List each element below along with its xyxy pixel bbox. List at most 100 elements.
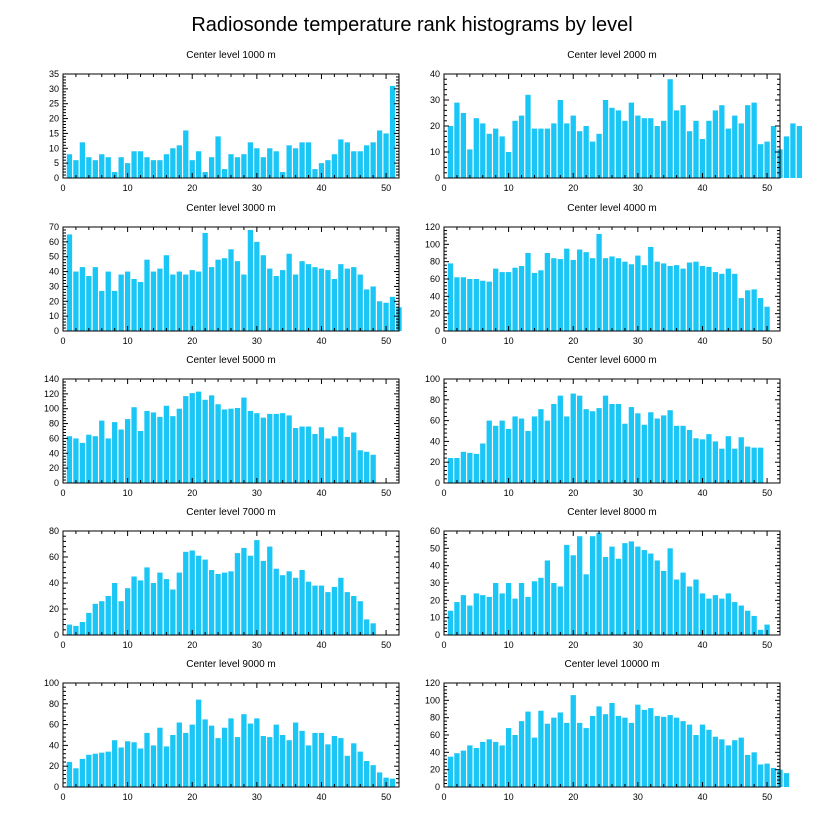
bar	[299, 730, 305, 787]
panel-1: Center level 1000 m 0 5 10 15 20 25 30 35 0 10 20 30…	[49, 50, 400, 193]
y-tick-label: 40	[430, 561, 440, 571]
bar	[163, 405, 170, 483]
bar	[538, 577, 544, 635]
bar	[202, 719, 208, 787]
bar	[189, 724, 195, 787]
bar	[538, 128, 544, 178]
y-tick-label: 60	[49, 237, 59, 247]
bar	[738, 123, 744, 178]
y-tick-label: 100	[44, 678, 59, 688]
bar	[305, 426, 312, 483]
bar	[325, 270, 331, 331]
bar	[667, 715, 673, 787]
bar	[493, 425, 499, 483]
x-tick-label: 50	[381, 336, 391, 346]
bar	[86, 612, 92, 635]
bar	[170, 589, 176, 635]
bar	[783, 773, 790, 787]
bar	[583, 126, 589, 178]
bar	[189, 160, 195, 178]
bar	[312, 585, 318, 635]
y-tick-label: 50	[49, 252, 59, 262]
bar	[596, 133, 602, 178]
bar	[577, 249, 583, 331]
bar	[596, 532, 602, 635]
bar	[344, 436, 350, 483]
bar	[564, 544, 570, 635]
bar	[92, 436, 98, 483]
bar	[267, 148, 273, 178]
bar	[280, 270, 286, 331]
y-tick-label: 50	[430, 543, 440, 553]
bar	[654, 715, 660, 787]
bar	[751, 615, 757, 635]
bar	[157, 268, 163, 331]
bar	[531, 737, 538, 787]
bar	[247, 142, 254, 178]
bar	[544, 420, 551, 483]
panel-title: Center level 2000 m	[567, 50, 657, 61]
bar	[473, 748, 479, 787]
bar	[221, 572, 228, 635]
x-tick-label: 20	[187, 183, 197, 193]
bar	[99, 154, 105, 178]
bar	[564, 722, 570, 787]
bar	[124, 419, 131, 483]
bar	[112, 740, 118, 787]
bar	[589, 258, 596, 331]
bar	[577, 536, 583, 635]
bar	[331, 586, 338, 635]
y-tick-label: 20	[430, 309, 440, 319]
bar	[693, 438, 699, 483]
bar	[693, 579, 699, 635]
x-tick-label: 30	[252, 336, 262, 346]
y-tick-label: 0	[435, 478, 440, 488]
bar	[370, 454, 376, 483]
bar	[292, 428, 299, 483]
bar	[202, 232, 208, 331]
bar	[570, 695, 576, 787]
bar	[447, 458, 454, 483]
x-tick-label: 50	[381, 183, 391, 193]
bar	[589, 536, 596, 635]
bar	[654, 418, 660, 483]
bar	[518, 266, 525, 331]
x-tick-label: 20	[187, 792, 197, 802]
bar	[105, 596, 111, 635]
bar	[609, 546, 615, 635]
panel-7: Center level 7000 m 0 20 40 60 80 0 10 20 30 40 50	[49, 507, 400, 650]
bar	[732, 115, 738, 178]
x-tick-label: 30	[252, 792, 262, 802]
bar	[531, 416, 538, 483]
bar	[589, 411, 596, 483]
y-tick-label: 30	[49, 84, 59, 94]
bar	[596, 233, 602, 331]
bar	[615, 403, 622, 483]
bar	[144, 410, 150, 483]
bar	[228, 154, 234, 178]
bar	[99, 752, 105, 787]
bar	[525, 431, 531, 483]
panel-8: Center level 8000 m 0 10 20 30 40 50 60 0 10 20 30 4…	[430, 507, 781, 650]
x-tick-label: 0	[441, 640, 446, 650]
y-tick-label: 10	[430, 613, 440, 623]
bar	[150, 271, 157, 331]
bar	[796, 126, 803, 178]
bar	[144, 567, 150, 635]
y-tick-label: 120	[425, 678, 440, 688]
bar	[680, 425, 686, 483]
bar	[260, 736, 266, 787]
y-tick-label: 0	[54, 478, 59, 488]
bar	[92, 753, 98, 787]
panel-title: Center level 9000 m	[186, 659, 276, 670]
bar	[137, 281, 144, 331]
bar	[751, 752, 757, 787]
bar	[648, 708, 654, 787]
bar	[221, 727, 228, 787]
bar	[467, 149, 473, 178]
bar	[712, 736, 719, 787]
y-tick-label: 30	[430, 578, 440, 588]
x-tick-label: 20	[187, 336, 197, 346]
x-tick-label: 10	[504, 183, 514, 193]
